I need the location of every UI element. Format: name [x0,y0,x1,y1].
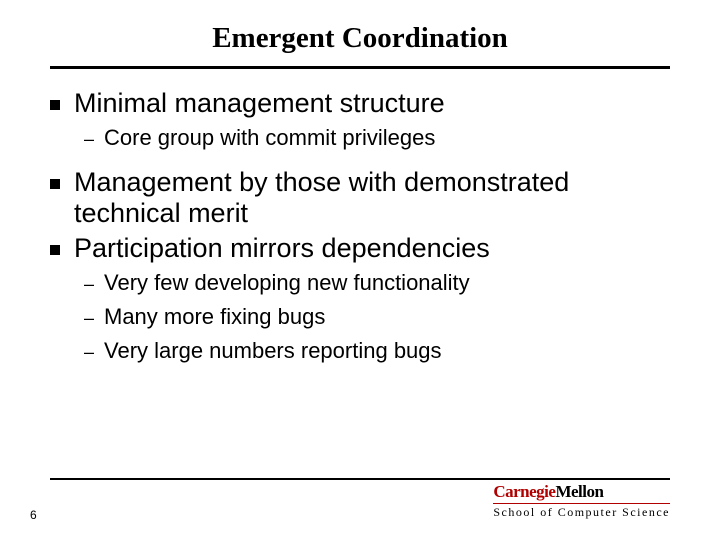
square-bullet-icon [50,245,60,255]
cmu-logo: CarnegieMellon School of Computer Scienc… [493,482,670,520]
bullet-level1: Management by those with demonstrated te… [50,167,670,229]
dash-bullet-icon: – [84,338,94,366]
logo-subtitle: School of Computer Science [493,503,670,520]
bullet-level2: – Very large numbers reporting bugs [84,338,670,366]
square-bullet-icon [50,100,60,110]
logo-wordmark: CarnegieMellon [493,482,670,502]
bullet-level1: Participation mirrors dependencies [50,233,670,264]
slide-title: Emergent Coordination [212,22,508,55]
sub-bullet-text: Many more fixing bugs [104,304,325,330]
square-bullet-icon [50,179,60,189]
content-area: Minimal management structure – Core grou… [50,88,670,372]
logo-word-mellon: Mellon [555,482,603,501]
sub-bullet-text: Core group with commit privileges [104,125,435,151]
footer-rule [50,478,670,480]
bullet-level2: – Very few developing new functionality [84,270,670,298]
title-wrap: Emergent Coordination [0,0,720,55]
slide: Emergent Coordination Minimal management… [0,0,720,540]
sub-bullet-text: Very large numbers reporting bugs [104,338,442,364]
sub-bullet-text: Very few developing new functionality [104,270,470,296]
page-number: 6 [30,508,37,522]
bullet-text: Management by those with demonstrated te… [74,167,670,229]
dash-bullet-icon: – [84,270,94,298]
title-rule [50,66,670,69]
bullet-level2: – Many more fixing bugs [84,304,670,332]
dash-bullet-icon: – [84,125,94,153]
logo-word-carnegie: Carnegie [493,482,555,501]
bullet-text: Minimal management structure [74,88,445,119]
bullet-text: Participation mirrors dependencies [74,233,490,264]
bullet-level1: Minimal management structure [50,88,670,119]
bullet-level2: – Core group with commit privileges [84,125,670,153]
dash-bullet-icon: – [84,304,94,332]
